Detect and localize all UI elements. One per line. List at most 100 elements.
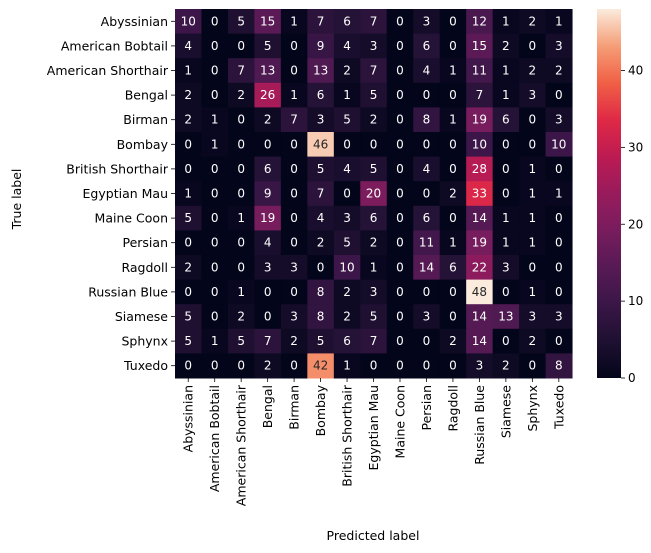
- heatmap-cell: [333, 132, 361, 158]
- cell-value: 0: [211, 236, 219, 250]
- cell-value: 0: [211, 211, 219, 225]
- cell-value: 15: [260, 14, 275, 28]
- cell-value: 1: [555, 187, 563, 201]
- cell-value: 8: [555, 359, 563, 373]
- heatmap-cell: [280, 181, 308, 207]
- x-tick-label: British Shorthair: [340, 384, 355, 487]
- cell-value: 0: [290, 39, 298, 53]
- cell-value: 0: [449, 162, 457, 176]
- y-tick-label: British Shorthair: [66, 161, 169, 176]
- heatmap-cell: [227, 9, 255, 35]
- heatmap-cell: [439, 181, 467, 207]
- cell-value: 1: [290, 14, 298, 28]
- heatmap-cell: [280, 279, 308, 305]
- x-tick-label: Abyssinian: [181, 385, 196, 452]
- heatmap-cell: [519, 33, 547, 59]
- x-axis-label: Predicted label: [327, 528, 420, 543]
- cell-value: 3: [476, 359, 484, 373]
- cell-value: 10: [181, 14, 196, 28]
- cell-value: 0: [449, 88, 457, 102]
- cell-value: 5: [343, 236, 351, 250]
- cell-value: 0: [396, 334, 404, 348]
- cell-value: 0: [237, 137, 245, 151]
- heatmap-cell: [360, 58, 388, 84]
- colorbar: [597, 9, 621, 378]
- cell-value: 7: [317, 187, 325, 201]
- heatmap-cell: [254, 353, 282, 379]
- heatmap-cell: [545, 279, 573, 305]
- cell-value: 2: [317, 236, 325, 250]
- cell-value: 1: [184, 64, 192, 78]
- heatmap-cell: [413, 58, 441, 84]
- cell-value: 14: [472, 211, 487, 225]
- cell-value: 0: [237, 162, 245, 176]
- cell-value: 10: [339, 260, 354, 274]
- cell-value: 1: [529, 162, 537, 176]
- cell-value: 0: [502, 137, 510, 151]
- heatmap-cell: [545, 82, 573, 108]
- y-tick-label: Sphynx: [121, 334, 168, 349]
- cell-value: 3: [370, 39, 378, 53]
- heatmap-cell: [201, 9, 229, 35]
- cell-value: 0: [423, 359, 431, 373]
- cell-value: 0: [502, 334, 510, 348]
- heatmap-cell: [307, 181, 335, 207]
- cell-value: 1: [184, 187, 192, 201]
- heatmap-cell: [545, 230, 573, 256]
- heatmap-cell: [333, 9, 361, 35]
- cell-value: 1: [449, 64, 457, 78]
- heatmap-cell: [492, 181, 520, 207]
- cell-value: 0: [449, 137, 457, 151]
- heatmap-cell: [175, 255, 202, 281]
- cell-value: 10: [551, 137, 566, 151]
- cell-value: 3: [290, 310, 298, 324]
- heatmap-cell: [492, 82, 520, 108]
- cell-value: 7: [317, 14, 325, 28]
- cell-value: 0: [211, 14, 219, 28]
- cell-value: 0: [184, 359, 192, 373]
- heatmap-cell: [360, 353, 388, 379]
- heatmap-cell: [466, 58, 494, 84]
- heatmap-cell: [545, 107, 573, 133]
- heatmap-cell: [254, 230, 282, 256]
- heatmap-cell: [413, 107, 441, 133]
- heatmap-cell: [386, 230, 414, 256]
- heatmap-cell: [386, 156, 414, 182]
- heatmap-cell: [492, 132, 520, 158]
- cell-value: 11: [419, 236, 434, 250]
- heatmap-cell: [333, 156, 361, 182]
- y-tick-label: Russian Blue: [88, 284, 168, 299]
- heatmap-cell: [386, 107, 414, 133]
- heatmap-cell: [201, 107, 229, 133]
- cell-value: 4: [264, 236, 272, 250]
- heatmap-cell: [439, 205, 467, 231]
- heatmap-cell: [545, 181, 573, 207]
- heatmap-cell: [439, 9, 467, 35]
- heatmap-cell: [280, 353, 308, 379]
- cell-value: 5: [370, 88, 378, 102]
- heatmap-cell: [175, 230, 202, 256]
- heatmap-cell: [227, 58, 255, 84]
- cell-value: 5: [370, 162, 378, 176]
- cell-value: 3: [555, 39, 563, 53]
- cell-value: 7: [370, 334, 378, 348]
- cell-value: 1: [237, 285, 245, 299]
- heatmap-cell: [492, 353, 520, 379]
- cell-value: 0: [423, 285, 431, 299]
- heatmap-cell-labels: 10 0 5 15 1 7 6 7 0 3 0 12 1 2 14 0 0 5 0 9 4 3 0 6 0 15 2 0 31 0 7 13 0…: [181, 14, 567, 372]
- heatmap-cell: [545, 33, 573, 59]
- heatmap-cell: [519, 328, 547, 354]
- heatmap-cell: [439, 279, 467, 305]
- cell-value: 0: [343, 137, 351, 151]
- heatmap-cell: [519, 205, 547, 231]
- heatmap-cell: [227, 230, 255, 256]
- y-tick-label: Bengal: [125, 88, 168, 103]
- cell-value: 0: [211, 359, 219, 373]
- heatmap-cell: [227, 279, 255, 305]
- cell-value: 1: [211, 334, 219, 348]
- y-tick-label: Persian: [123, 235, 169, 250]
- heatmap-cell: [492, 107, 520, 133]
- y-tick-label: Ragdoll: [121, 260, 168, 275]
- cell-value: 4: [184, 39, 192, 53]
